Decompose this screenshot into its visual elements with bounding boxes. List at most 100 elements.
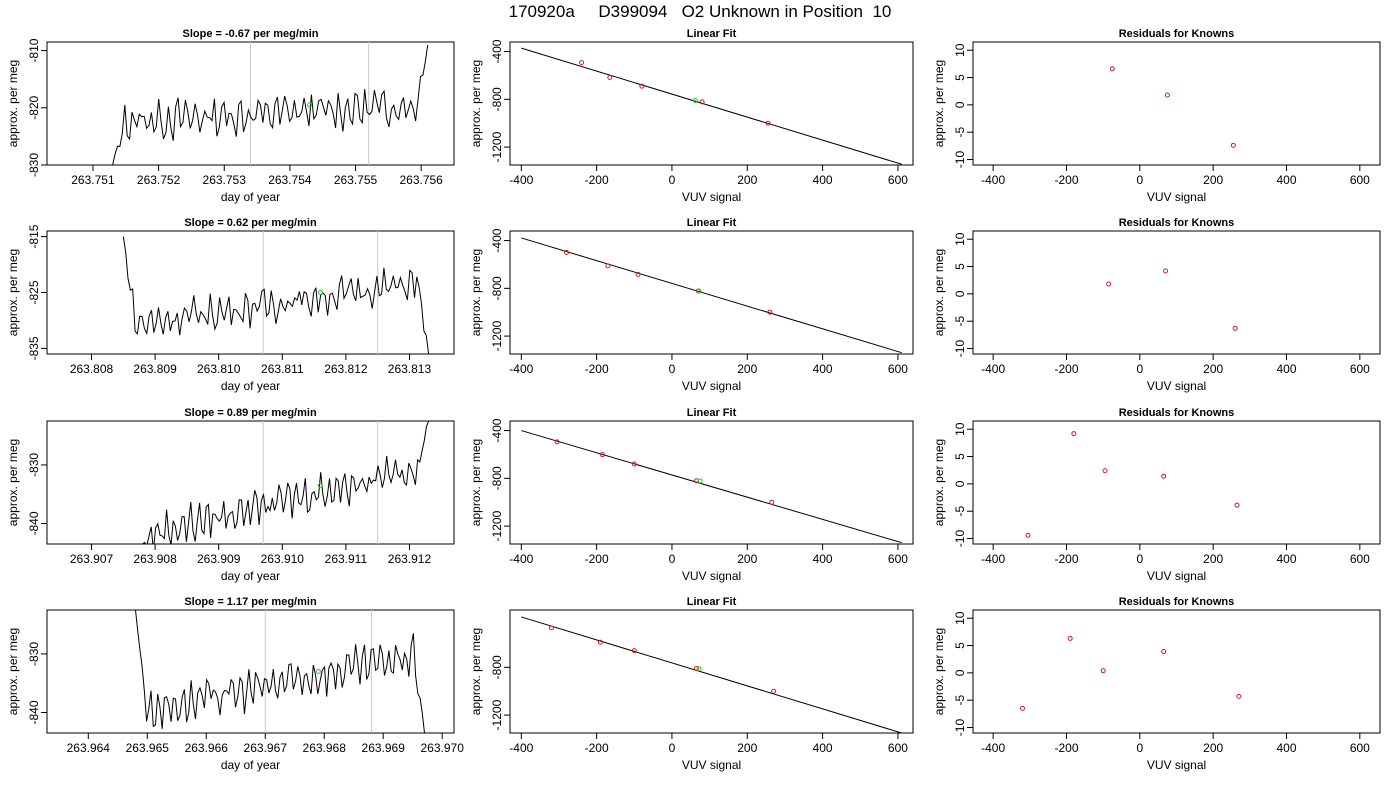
time-3-xlabel: day of year — [221, 569, 280, 583]
time-4-xtick-label: 263.967 — [244, 741, 288, 755]
time-3-plot-area — [142, 421, 430, 544]
fit-3-data-point — [554, 439, 560, 445]
resid-4-data-point — [1020, 705, 1025, 711]
time-3-xtick-label: 263.908 — [133, 552, 177, 566]
resid-4-data-point — [1100, 668, 1106, 674]
time-3-ytick-label: -830 — [27, 453, 41, 477]
resid-3-plot-area — [1025, 431, 1240, 538]
time-1-xtick-label: 263.754 — [268, 173, 312, 187]
time-3-xtick-label: 263.907 — [70, 552, 114, 566]
fit-2-xtick-label: 400 — [813, 362, 833, 376]
time-2-frame — [46, 230, 455, 355]
resid-3-xtick-label: -400 — [981, 552, 1005, 566]
fit-1-frame — [509, 41, 914, 166]
fit-1-ylabel: approx. per meg — [469, 60, 483, 147]
time-3-ylabel: approx. per meg — [6, 439, 20, 526]
fit-1-data-point — [699, 99, 705, 105]
fit-4-title: Linear Fit — [687, 596, 737, 608]
fit-1-data-point — [607, 74, 613, 80]
time-4-ylabel: approx. per meg — [6, 628, 20, 715]
resid-4-ytick-label: -5 — [953, 695, 967, 706]
time-3-title: Slope = 0.89 per meg/min — [184, 407, 317, 419]
resid-4-xtick-label: -400 — [981, 741, 1005, 755]
resid-2-data-point — [1232, 325, 1238, 331]
fit-4-data-point — [597, 639, 603, 645]
time-3-unknown-point — [317, 482, 323, 488]
resid-4-ylabel: approx. per meg — [932, 628, 946, 715]
resid-1-ytick-label: 0 — [953, 101, 967, 108]
fit-1-xlabel: VUV signal — [682, 190, 741, 204]
resid-4-frame — [972, 609, 1381, 734]
fit-1-ytick-label: -400 — [490, 39, 504, 63]
fit-1-xtick-label: -400 — [509, 173, 533, 187]
resid-4-xtick-label: -200 — [1054, 741, 1078, 755]
fit-4-xtick-label: 600 — [888, 741, 908, 755]
resid-2-ytick-label: 10 — [953, 232, 967, 246]
time-1-ytick-label: -830 — [27, 153, 41, 177]
resid-4-data-point — [1161, 649, 1167, 655]
page-title: 170920a D399094 O2 Unknown in Position 1… — [508, 2, 892, 21]
resid-3-data-point — [1234, 502, 1240, 508]
resid-2-xtick-label: -200 — [1054, 362, 1078, 376]
fit-1-data-point — [639, 83, 645, 89]
resid-1-ytick-label: 10 — [953, 43, 967, 57]
resid-2-xtick-label: -400 — [981, 362, 1005, 376]
resid-3-xtick-label: -200 — [1054, 552, 1078, 566]
resid-4-xtick-label: 200 — [1203, 741, 1223, 755]
time-1-xtick-label: 263.752 — [137, 173, 181, 187]
time-2-xtick-label: 263.812 — [324, 362, 368, 376]
time-4-xtick-label: 263.965 — [126, 741, 170, 755]
time-3-series-line — [142, 421, 430, 544]
resid-3-ytick-label: -5 — [953, 506, 967, 517]
fit-3-ytick-label: -800 — [490, 466, 504, 490]
fit-4-ytick-label: -1200 — [490, 699, 504, 730]
fit-2-data-point — [767, 309, 773, 315]
fit-3-ytick-label: -1200 — [490, 510, 504, 541]
fit-4-plot-area — [521, 616, 902, 733]
time-2-series-line — [122, 236, 430, 354]
time-3-xtick-label: 263.909 — [197, 552, 241, 566]
fit-4-xtick-label: 400 — [813, 741, 833, 755]
resid-2-data-point — [1163, 268, 1168, 274]
time-4-xtick-label: 263.969 — [362, 741, 406, 755]
time-1-series-line — [112, 44, 429, 165]
fit-2-xtick-label: -200 — [585, 362, 609, 376]
time-2-xtick-label: 263.809 — [133, 362, 177, 376]
resid-2-data-point — [1106, 281, 1112, 287]
fit-1-xtick-label: 200 — [737, 173, 757, 187]
time-4-ytick-label: -840 — [27, 700, 41, 724]
resid-2-xlabel: VUV signal — [1147, 379, 1206, 393]
fit-3-title: Linear Fit — [687, 407, 737, 419]
fit-3-data-point — [631, 461, 637, 467]
resid-2-ytick-label: 5 — [953, 263, 967, 270]
fit-3-ylabel: approx. per meg — [469, 439, 483, 526]
resid-3-xlabel: VUV signal — [1147, 569, 1206, 583]
fit-2-xtick-label: 200 — [737, 362, 757, 376]
resid-3-ytick-label: 5 — [953, 453, 967, 460]
fit-2-frame — [509, 230, 914, 355]
time-1-xtick-label: 263.756 — [399, 173, 443, 187]
fit-3-frame — [509, 420, 914, 545]
resid-3-data-point — [1161, 473, 1167, 479]
resid-2-xtick-label: 200 — [1203, 362, 1223, 376]
resid-1-ytick-label: 5 — [953, 74, 967, 81]
resid-1-xtick-label: 400 — [1276, 173, 1296, 187]
resid-4-xtick-label: 400 — [1276, 741, 1296, 755]
resid-2-title: Residuals for Knowns — [1119, 217, 1235, 229]
time-1-ytick-label: -820 — [27, 95, 41, 119]
time-3-ytick-label: -840 — [27, 511, 41, 535]
resid-2-plot-area — [1106, 268, 1238, 331]
resid-1-plot-area — [1109, 66, 1236, 148]
resid-3-xtick-label: 200 — [1203, 552, 1223, 566]
fit-1-xtick-label: 0 — [669, 173, 676, 187]
fit-1-data-point — [765, 120, 771, 126]
time-3-xtick-label: 263.911 — [325, 552, 368, 566]
resid-3-title: Residuals for Knowns — [1119, 407, 1235, 419]
resid-3-ytick-label: 10 — [953, 422, 967, 436]
resid-3-ytick-label: 0 — [953, 480, 967, 487]
resid-1-xtick-label: -200 — [1054, 173, 1078, 187]
resid-2-xtick-label: 400 — [1276, 362, 1296, 376]
resid-4-ytick-label: 5 — [953, 642, 967, 649]
resid-1-xtick-label: 600 — [1350, 173, 1370, 187]
